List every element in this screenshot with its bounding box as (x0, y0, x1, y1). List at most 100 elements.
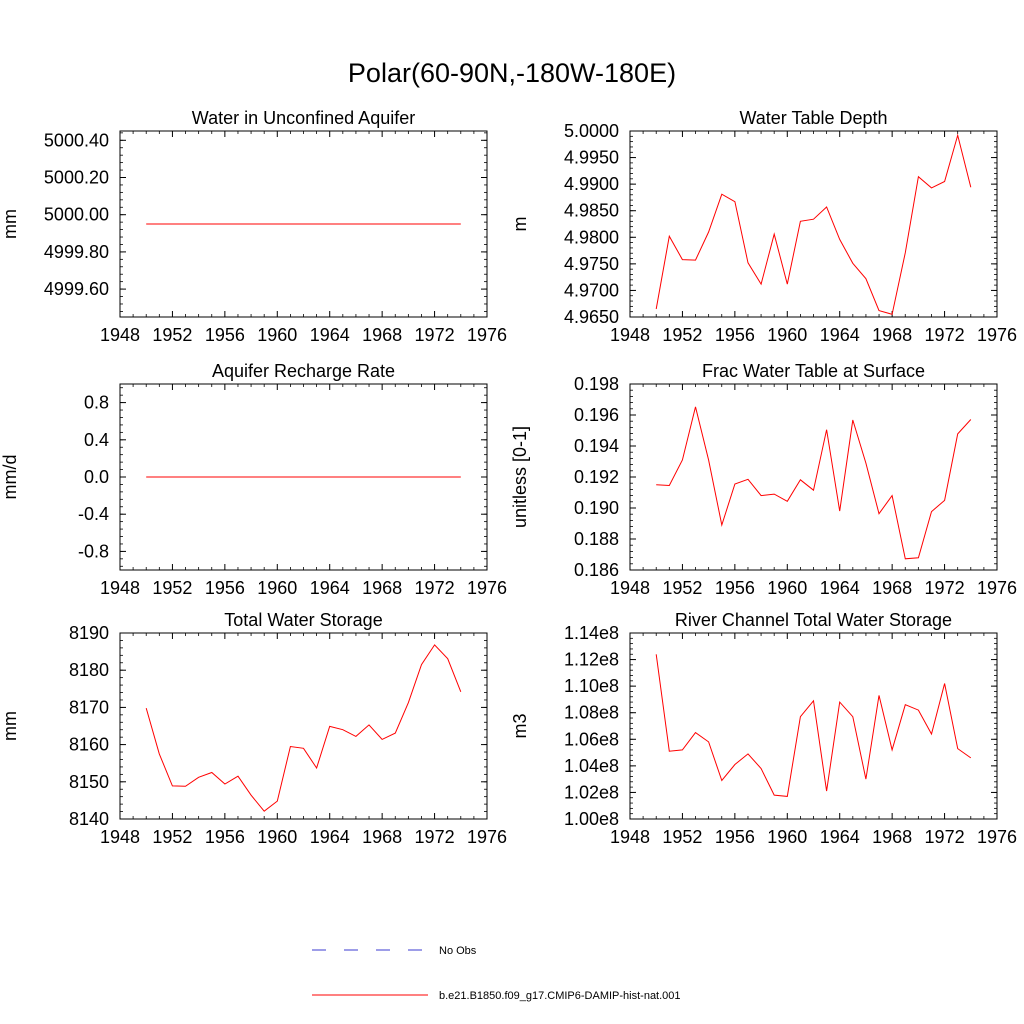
y-tick-label: 8180 (69, 660, 109, 680)
y-tick-label: 5.0000 (564, 121, 619, 141)
y-tick-label: -0.4 (78, 504, 109, 524)
x-tick-label: 1952 (662, 325, 702, 345)
y-tick-label: 0.190 (574, 498, 619, 518)
plot-frame (629, 383, 998, 571)
y-tick-label: 8140 (69, 809, 109, 829)
x-tick-label: 1960 (257, 325, 297, 345)
x-tick-label: 1964 (310, 325, 350, 345)
y-tick-label: 5000.20 (44, 168, 109, 188)
y-axis-label: mm (0, 711, 20, 741)
y-tick-label: 1.14e8 (564, 623, 619, 643)
x-tick-label: 1960 (767, 578, 807, 598)
x-tick-label: 1976 (467, 325, 507, 345)
x-tick-label: 1964 (820, 325, 860, 345)
series-line (145, 644, 462, 812)
x-tick-label: 1948 (610, 578, 650, 598)
y-tick-label: 4.9650 (564, 307, 619, 327)
y-tick-label: -0.8 (78, 541, 109, 561)
plot-frame (629, 632, 998, 820)
x-tick-label: 1972 (415, 578, 455, 598)
panel-0: Water in Unconfined Aquifer mm 1948 1952 195… (0, 108, 507, 345)
panel-2: Aquifer Recharge Rate mm/d 1948 1952 1956 196… (0, 361, 507, 598)
y-tick-label: 8160 (69, 735, 109, 755)
x-tick-label: 1976 (977, 578, 1017, 598)
x-tick-label: 1968 (872, 827, 912, 847)
panel-title: River Channel Total Water Storage (675, 610, 952, 630)
y-tick-label: 8150 (69, 772, 109, 792)
legend-no-obs-label: No Obs (439, 945, 477, 957)
x-tick-label: 1968 (362, 578, 402, 598)
y-tick-label: 4.9900 (564, 174, 619, 194)
y-tick-label: 4.9800 (564, 227, 619, 247)
plot-frame (629, 130, 998, 318)
x-tick-label: 1952 (152, 325, 192, 345)
y-tick-label: 0.0 (84, 467, 109, 487)
series-line (655, 133, 972, 315)
x-tick-label: 1972 (925, 325, 965, 345)
x-tick-label: 1956 (205, 578, 245, 598)
x-tick-label: 1952 (662, 578, 702, 598)
y-tick-label: 4.9950 (564, 148, 619, 168)
x-tick-label: 1948 (610, 325, 650, 345)
y-tick-label: 4999.80 (44, 242, 109, 262)
y-axis-label: mm/d (0, 455, 20, 500)
x-tick-label: 1972 (415, 325, 455, 345)
y-tick-label: 5000.00 (44, 205, 109, 225)
x-tick-label: 1964 (310, 578, 350, 598)
x-tick-label: 1968 (362, 827, 402, 847)
legend: No Obs b.e21.B1850.f09_g17.CMIP6-DAMIP-h… (312, 945, 681, 1002)
y-tick-label: 4.9750 (564, 254, 619, 274)
legend-run-label: b.e21.B1850.f09_g17.CMIP6-DAMIP-hist-nat… (439, 990, 681, 1002)
y-tick-label: 0.192 (574, 467, 619, 487)
x-tick-label: 1968 (872, 325, 912, 345)
y-tick-label: 4.9700 (564, 280, 619, 300)
y-tick-label: 1.02e8 (564, 782, 619, 802)
series-line (655, 654, 972, 797)
x-tick-label: 1964 (310, 827, 350, 847)
panel-title: Aquifer Recharge Rate (212, 361, 395, 381)
x-tick-label: 1968 (872, 578, 912, 598)
y-tick-label: 1.00e8 (564, 809, 619, 829)
y-tick-label: 1.06e8 (564, 729, 619, 749)
y-tick-label: 4999.60 (44, 279, 109, 299)
y-axis-label: mm (0, 209, 20, 239)
y-tick-label: 0.186 (574, 560, 619, 580)
x-tick-label: 1948 (610, 827, 650, 847)
x-tick-label: 1948 (100, 325, 140, 345)
x-tick-label: 1964 (820, 827, 860, 847)
x-tick-label: 1976 (467, 827, 507, 847)
panel-title: Frac Water Table at Surface (702, 361, 925, 381)
panel-title: Total Water Storage (224, 610, 382, 630)
y-tick-label: 8170 (69, 697, 109, 717)
x-tick-label: 1960 (767, 827, 807, 847)
y-tick-label: 0.196 (574, 405, 619, 425)
x-tick-label: 1976 (977, 827, 1017, 847)
x-tick-label: 1956 (205, 325, 245, 345)
y-tick-label: 1.08e8 (564, 703, 619, 723)
y-tick-label: 5000.40 (44, 130, 109, 150)
x-tick-label: 1948 (100, 578, 140, 598)
x-tick-label: 1952 (152, 827, 192, 847)
figure-title: Polar(60-90N,-180W-180E) (348, 58, 676, 88)
x-tick-label: 1956 (715, 827, 755, 847)
x-tick-label: 1956 (715, 578, 755, 598)
x-tick-label: 1976 (977, 325, 1017, 345)
y-axis-label: m (510, 217, 530, 232)
y-tick-label: 1.04e8 (564, 756, 619, 776)
panel-3: Frac Water Table at Surface unitless [0-1… (510, 361, 1017, 598)
x-tick-label: 1948 (100, 827, 140, 847)
y-tick-label: 0.198 (574, 374, 619, 394)
y-tick-label: 1.12e8 (564, 650, 619, 670)
panel-1: Water Table Depth m 1948 1952 1956 1960 1964 19… (510, 108, 1017, 345)
y-tick-label: 4.9850 (564, 201, 619, 221)
x-tick-label: 1952 (662, 827, 702, 847)
plot-frame (119, 632, 488, 820)
y-tick-label: 1.10e8 (564, 676, 619, 696)
panel-title: Water Table Depth (739, 108, 887, 128)
y-axis-label: unitless [0-1] (510, 426, 530, 528)
x-tick-label: 1972 (925, 578, 965, 598)
x-tick-label: 1952 (152, 578, 192, 598)
x-tick-label: 1976 (467, 578, 507, 598)
x-tick-label: 1972 (925, 827, 965, 847)
